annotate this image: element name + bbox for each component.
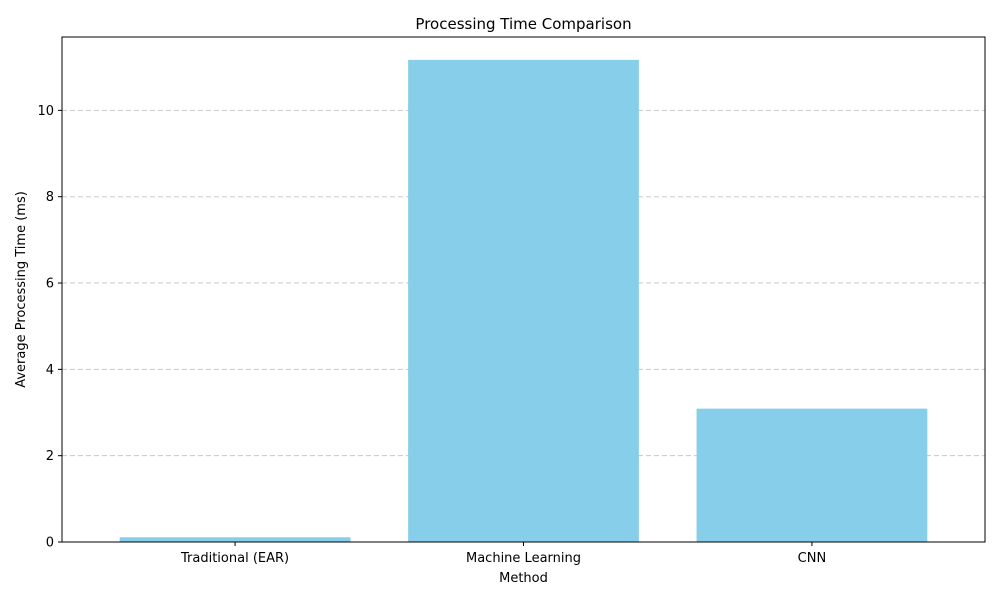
y-tick-label-3: 6 xyxy=(46,277,54,292)
x-axis-label: Method xyxy=(499,571,548,586)
y-tick-label-5: 10 xyxy=(37,104,54,119)
chart-title: Processing Time Comparison xyxy=(415,15,631,33)
y-tick-label-4: 8 xyxy=(46,190,54,205)
bar-1 xyxy=(408,59,639,542)
bar-2 xyxy=(696,408,928,542)
y-tick-label-2: 4 xyxy=(46,363,54,378)
bars xyxy=(119,59,928,542)
y-axis-ticks: 0 2 4 6 8 10 xyxy=(37,104,62,551)
x-tick-label-1: Machine Learning xyxy=(466,551,581,566)
y-axis-label: Average Processing Time (ms) xyxy=(14,191,29,388)
bar-0 xyxy=(119,537,351,542)
x-tick-label-2: CNN xyxy=(798,551,827,566)
y-tick-label-1: 2 xyxy=(46,449,54,464)
y-tick-label-0: 0 xyxy=(46,536,54,551)
x-axis-ticks: Traditional (EAR) Machine Learning CNN xyxy=(180,542,826,566)
x-tick-label-0: Traditional (EAR) xyxy=(180,551,289,566)
